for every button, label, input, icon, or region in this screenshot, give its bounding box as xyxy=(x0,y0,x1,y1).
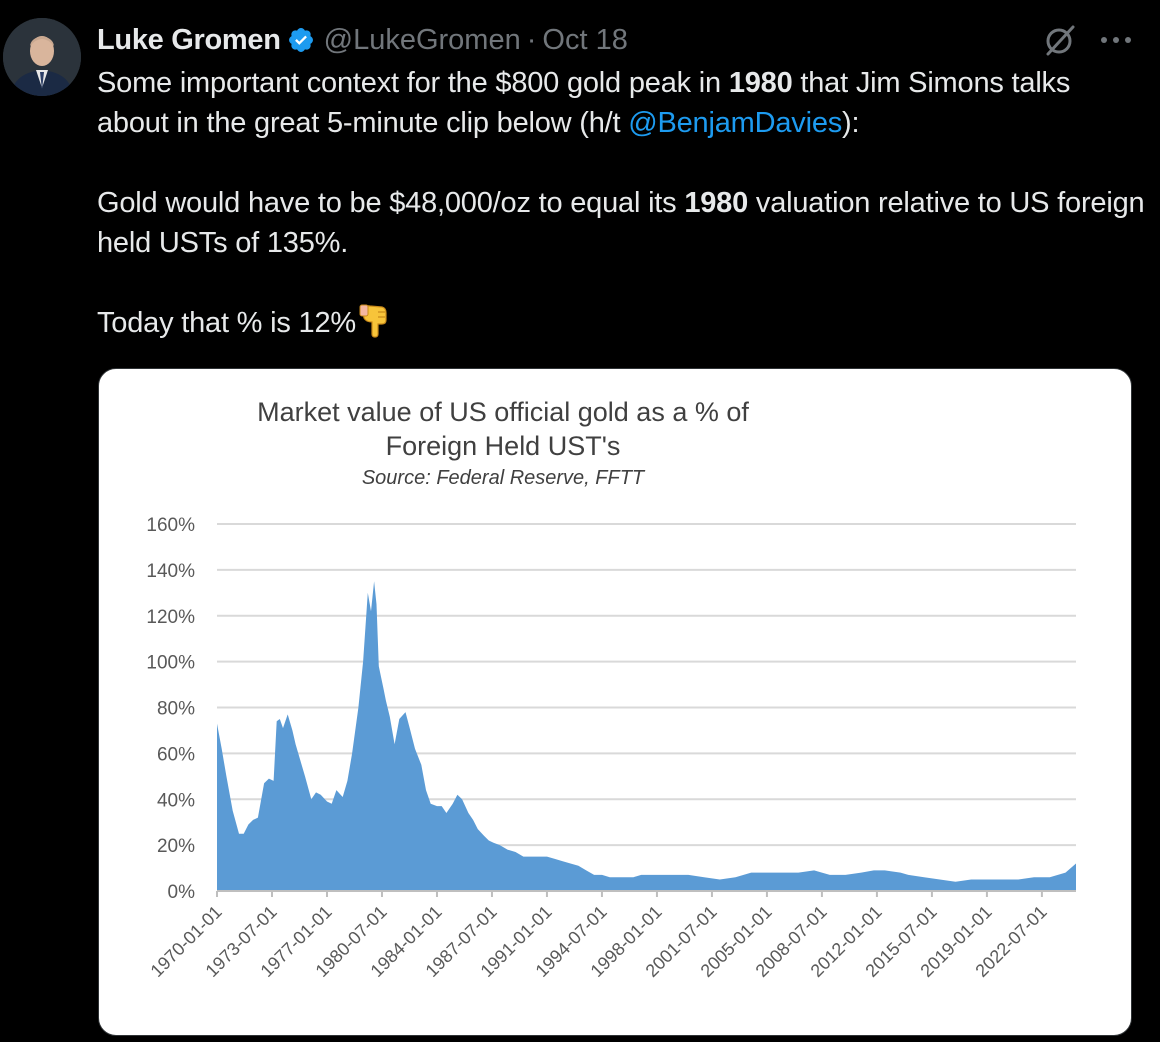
y-tick-label: 140% xyxy=(146,561,195,582)
chart-y-axis: 0% 20% 40% 60% 80% 100% 120% 140% 160% xyxy=(146,515,195,903)
tweet-date[interactable]: Oct 18 xyxy=(542,23,628,56)
tweet-paragraph-3: Today that % is 12% xyxy=(97,303,1147,343)
y-tick-label: 100% xyxy=(146,653,195,674)
chart-card[interactable]: Market value of US official gold as a % … xyxy=(98,368,1132,1036)
pointing-down-icon xyxy=(358,304,390,338)
text-span: Gold would have to be $48,000/oz to equa… xyxy=(97,187,685,219)
text-span: that Jim Simons talks about in the great… xyxy=(97,67,1071,139)
chart-title-line-1: Market value of US official gold as a % … xyxy=(257,397,749,427)
chart-subtitle: Source: Federal Reserve, FFTT xyxy=(362,467,646,489)
y-tick-label: 80% xyxy=(157,699,195,720)
tweet-header: Luke Gromen @LukeGromen · Oct 18 xyxy=(97,20,628,60)
y-tick-label: 0% xyxy=(168,882,196,903)
tweet-text: Some important context for the $800 gold… xyxy=(97,63,1147,343)
verified-badge-icon xyxy=(287,26,315,54)
y-tick-label: 120% xyxy=(146,607,195,628)
author-handle[interactable]: @LukeGromen xyxy=(323,23,521,56)
tweet-paragraph-1: Some important context for the $800 gold… xyxy=(97,63,1147,143)
bold-year: 1980 xyxy=(684,187,749,219)
chart-area-series xyxy=(217,581,1076,891)
y-tick-label: 60% xyxy=(157,744,195,765)
separator-dot: · xyxy=(526,23,537,56)
text-span: valuation relative to US foreign held US… xyxy=(97,187,1145,259)
y-tick-label: 40% xyxy=(157,790,195,811)
text-span: Some important context for the $800 gold… xyxy=(97,67,729,99)
chart-title-line-2: Foreign Held UST's xyxy=(386,431,621,461)
author-name[interactable]: Luke Gromen xyxy=(97,23,281,56)
tweet-paragraph-2: Gold would have to be $48,000/oz to equa… xyxy=(97,183,1147,263)
grok-icon[interactable] xyxy=(1042,22,1078,58)
avatar-image xyxy=(3,18,81,96)
more-icon[interactable] xyxy=(1094,22,1138,58)
y-tick-label: 160% xyxy=(146,515,195,536)
mention-link[interactable]: @BenjamDavies xyxy=(628,107,843,139)
y-tick-label: 20% xyxy=(157,836,195,857)
avatar[interactable] xyxy=(3,18,81,96)
text-span: Today that % is 12% xyxy=(97,307,356,339)
text-span: ): xyxy=(842,107,860,139)
bold-year: 1980 xyxy=(728,67,793,99)
chart-x-axis: 1970-01-011973-07-011977-01-011980-07-01… xyxy=(147,891,1051,981)
gold-ust-chart: Market value of US official gold as a % … xyxy=(146,397,1076,981)
